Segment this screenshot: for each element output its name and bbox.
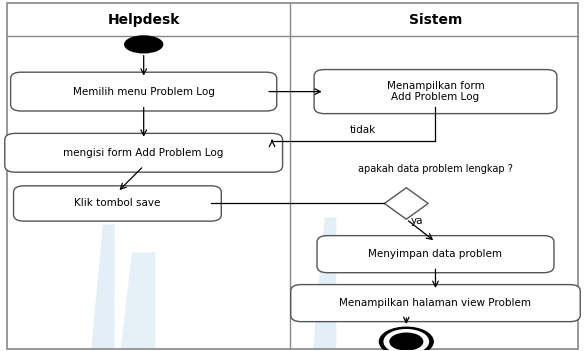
Text: mengisi form Add Problem Log: mengisi form Add Problem Log <box>64 148 224 158</box>
FancyBboxPatch shape <box>13 186 221 221</box>
Ellipse shape <box>380 327 433 351</box>
Polygon shape <box>91 224 115 350</box>
Text: Klik tombol save: Klik tombol save <box>74 198 161 208</box>
Text: tidak: tidak <box>349 125 376 135</box>
Text: Menampilkan halaman view Problem: Menampilkan halaman view Problem <box>339 298 532 308</box>
Ellipse shape <box>384 330 428 351</box>
Text: Helpdesk: Helpdesk <box>108 13 180 27</box>
FancyBboxPatch shape <box>314 69 557 114</box>
Polygon shape <box>121 252 156 350</box>
Ellipse shape <box>390 333 422 350</box>
Text: apakah data problem lengkap ?: apakah data problem lengkap ? <box>358 164 513 173</box>
Text: Memilih menu Problem Log: Memilih menu Problem Log <box>73 87 215 97</box>
Text: Sistem: Sistem <box>409 13 462 27</box>
Text: Menampilkan form
Add Problem Log: Menampilkan form Add Problem Log <box>387 81 484 102</box>
Text: Menyimpan data problem: Menyimpan data problem <box>369 249 503 259</box>
Polygon shape <box>313 218 336 350</box>
FancyBboxPatch shape <box>11 72 277 111</box>
FancyBboxPatch shape <box>317 236 554 273</box>
FancyBboxPatch shape <box>5 133 283 172</box>
Polygon shape <box>384 188 428 219</box>
FancyBboxPatch shape <box>291 285 580 322</box>
Ellipse shape <box>125 36 163 53</box>
Text: ya: ya <box>411 216 424 226</box>
